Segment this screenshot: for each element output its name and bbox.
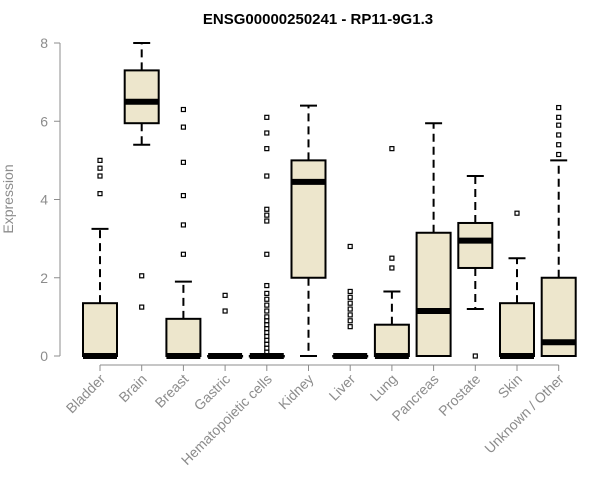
outlier-point — [556, 104, 562, 111]
y-axis-label: Expression — [0, 164, 16, 233]
y-tick-label: 0 — [40, 348, 48, 364]
x-tick-label: Bladder — [63, 371, 109, 417]
box-rect — [457, 221, 494, 269]
box-kidney — [290, 104, 327, 357]
outlier-point — [264, 146, 270, 152]
outlier-point — [389, 255, 395, 261]
outlier-point — [347, 312, 353, 318]
y-tick-label: 4 — [40, 192, 48, 208]
x-tick-label: Skin — [495, 371, 526, 402]
outlier-point — [347, 300, 353, 306]
x-tick-label: Unknown / Other — [481, 371, 567, 457]
box-gastric — [207, 292, 244, 359]
outlier-point — [264, 290, 270, 296]
outlier-point — [472, 353, 478, 359]
outlier-point — [264, 130, 270, 136]
box-rect — [82, 302, 118, 357]
outlier-point — [556, 151, 562, 158]
box-prostate — [457, 175, 494, 359]
box-rect — [165, 317, 202, 357]
box-lung — [373, 146, 410, 359]
outlier-point — [139, 273, 145, 279]
outlier-point — [264, 282, 270, 289]
outlier-point — [97, 191, 103, 197]
outlier-point — [264, 218, 270, 224]
box-skin — [499, 210, 535, 359]
x-tick-label: Kidney — [275, 371, 317, 413]
outlier-point — [556, 114, 562, 120]
x-tick-label: Liver — [326, 371, 359, 404]
outlier-point — [556, 142, 562, 148]
outlier-point — [264, 314, 270, 320]
outlier-point — [180, 124, 186, 130]
x-tick-label: Brain — [115, 371, 149, 405]
outlier-point — [264, 302, 270, 308]
box-rect — [499, 302, 535, 357]
box-brain — [123, 42, 160, 310]
outlier-point — [556, 122, 562, 128]
outlier-point — [97, 173, 103, 179]
plot-area — [82, 42, 577, 359]
box-unknown-other — [540, 104, 577, 357]
outlier-point — [97, 165, 103, 171]
outlier-point — [97, 157, 103, 163]
outlier-point — [556, 132, 562, 138]
x-tick-label: Prostate — [435, 371, 483, 419]
outlier-point — [389, 265, 395, 271]
outlier-point — [514, 210, 520, 216]
box-hematopoietic-cells — [248, 114, 285, 359]
y-tick-label: 6 — [40, 113, 48, 129]
outlier-point — [264, 251, 270, 257]
outlier-point — [222, 308, 228, 314]
outlier-point — [180, 159, 186, 165]
outlier-point — [264, 173, 270, 179]
box-liver — [332, 243, 369, 359]
outlier-point — [347, 288, 353, 295]
box-rect — [290, 159, 327, 279]
chart-title: ENSG00000250241 - RP11-9G1.3 — [203, 11, 433, 28]
box-bladder — [82, 157, 118, 359]
y-axis: 0 2 4 6 8 — [40, 35, 61, 364]
outlier-point — [347, 318, 353, 324]
outlier-point — [180, 192, 186, 199]
y-tick-label: 2 — [40, 270, 48, 286]
outlier-point — [139, 304, 145, 310]
box-breast — [165, 106, 202, 359]
outlier-point — [347, 306, 353, 312]
y-tick-label: 8 — [40, 35, 48, 51]
box-pancreas — [415, 122, 452, 358]
outlier-point — [264, 308, 270, 314]
outlier-point — [264, 212, 270, 218]
box-rect — [415, 231, 452, 358]
outlier-point — [347, 324, 353, 330]
x-tick-label: Lung — [367, 371, 400, 404]
outlier-point — [180, 222, 186, 228]
outlier-point — [180, 251, 186, 257]
outlier-point — [222, 292, 228, 298]
x-tick-label: Breast — [152, 371, 192, 411]
outlier-point — [347, 243, 353, 250]
outlier-point — [347, 294, 353, 300]
outlier-point — [264, 206, 270, 212]
outlier-point — [389, 146, 395, 152]
box-rect — [123, 69, 160, 125]
outlier-point — [264, 114, 270, 120]
outlier-point — [180, 106, 186, 113]
box-rect — [373, 323, 410, 358]
outlier-point — [264, 296, 270, 302]
